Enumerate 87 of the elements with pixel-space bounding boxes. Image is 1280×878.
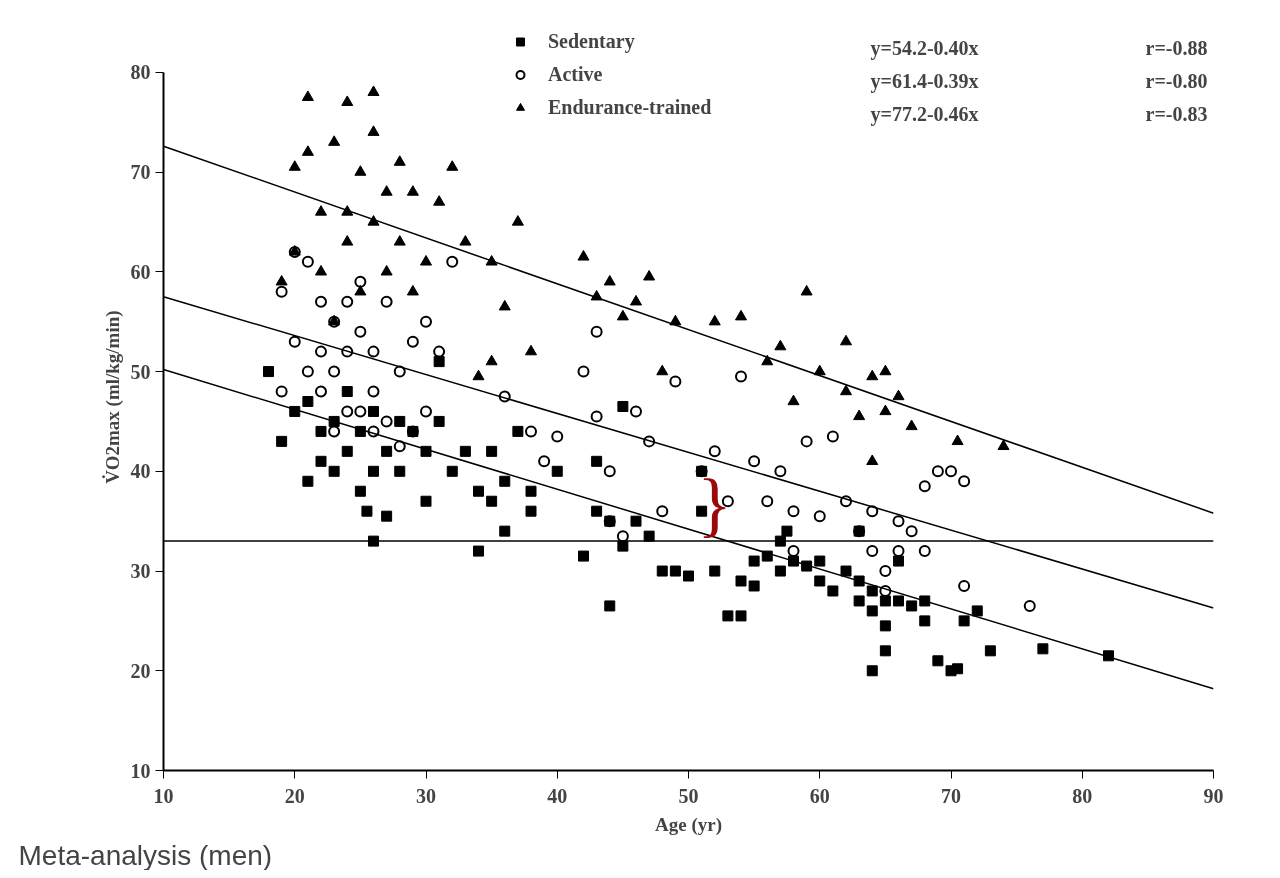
point <box>853 409 866 421</box>
point <box>301 145 314 156</box>
y-tick-label: 40 <box>130 460 151 483</box>
y-axis-title: V̇O2max (ml/kg/min) <box>101 310 124 484</box>
point <box>800 284 813 296</box>
point <box>485 255 498 266</box>
point <box>590 289 603 301</box>
x-tick-label: 50 <box>678 784 699 807</box>
annotation: } <box>697 464 732 545</box>
point <box>774 339 787 351</box>
point <box>485 354 498 366</box>
x-tick-label: 20 <box>284 784 305 807</box>
point <box>669 314 682 326</box>
point <box>905 419 918 431</box>
point <box>997 439 1010 451</box>
y-tick-label: 60 <box>130 260 151 283</box>
point <box>393 155 406 166</box>
point <box>761 354 774 366</box>
point <box>315 205 327 216</box>
y-tick-label: 50 <box>130 360 151 383</box>
point <box>813 364 826 376</box>
point <box>420 255 432 266</box>
x-tick-label: 10 <box>153 784 174 807</box>
point <box>892 389 905 401</box>
point <box>367 125 380 136</box>
y-tick-label: 10 <box>130 759 151 782</box>
text: r=-0.88 <box>1145 36 1208 59</box>
x-tick-label: 30 <box>416 784 436 807</box>
point <box>328 135 341 146</box>
point <box>616 309 629 321</box>
point <box>393 235 406 246</box>
point <box>367 85 380 96</box>
point <box>275 274 288 286</box>
point <box>879 364 892 376</box>
point <box>511 215 524 226</box>
point <box>341 235 354 246</box>
point <box>433 195 446 206</box>
x-tick-label: 80 <box>1072 784 1093 807</box>
point <box>341 205 354 216</box>
legend-label: Sedentary <box>548 29 635 55</box>
point <box>354 284 367 296</box>
annotation: y=61.4-0.39x <box>870 69 979 93</box>
text: Meta-analysis (men) <box>18 839 273 871</box>
point <box>735 309 747 321</box>
annotation: r=-0.80 <box>1145 69 1208 92</box>
legend-label: Endurance-trained <box>548 95 712 120</box>
point <box>879 404 892 416</box>
point <box>866 369 879 381</box>
x-tick-label: 60 <box>809 784 830 807</box>
point <box>840 384 852 396</box>
point <box>354 165 367 176</box>
point <box>498 299 511 311</box>
point <box>951 434 964 446</box>
point <box>380 264 393 276</box>
y-tick-label: 80 <box>130 61 151 84</box>
point <box>315 264 327 276</box>
annotation: y=77.2-0.46x <box>870 103 979 127</box>
point <box>840 334 852 346</box>
point <box>787 394 800 406</box>
point <box>367 215 380 226</box>
y-tick-label: 30 <box>130 560 151 583</box>
point <box>446 160 459 171</box>
point <box>380 185 393 196</box>
point <box>459 235 472 246</box>
y-tick-label: 70 <box>130 161 151 184</box>
y-tick-label: 20 <box>130 659 151 682</box>
point <box>708 314 721 326</box>
point <box>577 250 590 261</box>
x-axis-title: Age (yr) <box>655 813 722 836</box>
x-tick-label: 90 <box>1203 784 1224 807</box>
point <box>406 284 419 296</box>
point <box>643 269 656 281</box>
text: y=54.2-0.40x <box>870 36 979 60</box>
point <box>341 95 354 106</box>
point <box>866 454 879 465</box>
x-tick-label: 70 <box>941 784 961 807</box>
point <box>525 344 537 356</box>
point <box>603 274 616 286</box>
point <box>656 364 669 376</box>
point <box>406 185 419 196</box>
x-tick-label: 40 <box>547 784 568 807</box>
point <box>630 294 642 306</box>
point <box>472 369 485 381</box>
legend-label: Active <box>548 62 603 87</box>
annotation: r=-0.83 <box>1145 103 1208 126</box>
point <box>288 160 301 171</box>
point <box>301 90 314 101</box>
